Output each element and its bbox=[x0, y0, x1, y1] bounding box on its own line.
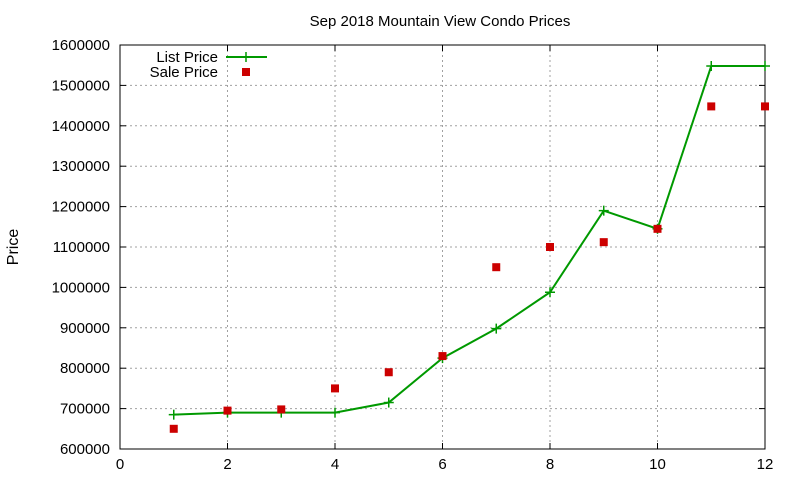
x-tick-label: 2 bbox=[223, 456, 231, 473]
y-tick-label: 1300000 bbox=[52, 158, 110, 175]
data-point bbox=[384, 368, 393, 377]
data-point bbox=[223, 406, 232, 415]
data-point bbox=[545, 287, 555, 298]
x-tick-label: 4 bbox=[331, 456, 339, 473]
y-tick-label: 800000 bbox=[60, 360, 110, 377]
y-tick-label: 1100000 bbox=[53, 239, 110, 256]
data-point bbox=[653, 224, 662, 233]
legend-label: List Price bbox=[156, 49, 218, 66]
data-point bbox=[599, 238, 608, 247]
x-tick-label: 0 bbox=[116, 456, 124, 473]
x-tick-label: 8 bbox=[546, 456, 554, 473]
x-tick-label: 12 bbox=[757, 456, 774, 473]
series-line bbox=[173, 65, 765, 416]
data-point bbox=[761, 102, 769, 111]
data-point bbox=[277, 405, 286, 414]
data-point bbox=[491, 323, 502, 334]
y-tick-label: 1600000 bbox=[52, 37, 110, 54]
y-tick-label: 900000 bbox=[60, 320, 110, 337]
y-tick-label: 1000000 bbox=[52, 279, 110, 296]
axis-ticks bbox=[119, 44, 766, 450]
data-point bbox=[383, 397, 394, 408]
data-point bbox=[330, 407, 340, 418]
y-axis-label: Price bbox=[5, 229, 22, 266]
grid bbox=[120, 45, 765, 449]
series-2 bbox=[169, 102, 769, 433]
legend-label: Sale Price bbox=[150, 64, 218, 81]
legend-marker bbox=[242, 68, 250, 76]
data-point bbox=[169, 424, 178, 433]
data-point bbox=[760, 61, 770, 72]
data-point bbox=[546, 243, 554, 251]
series-group bbox=[168, 61, 770, 433]
x-tick-label: 6 bbox=[438, 456, 446, 473]
data-point bbox=[492, 263, 501, 272]
data-point bbox=[331, 384, 339, 393]
series-1 bbox=[168, 61, 770, 420]
y-tick-label: 700000 bbox=[60, 401, 110, 418]
y-tick-label: 1500000 bbox=[52, 77, 110, 94]
y-tick-label: 1400000 bbox=[52, 118, 110, 135]
data-point bbox=[707, 102, 716, 111]
legend-marker bbox=[241, 52, 251, 62]
tick-labels: 0 2 4 6 8 10 12 600000 700000 800000 900000 1000000… bbox=[52, 37, 774, 473]
data-point bbox=[706, 61, 717, 72]
data-point bbox=[438, 352, 447, 361]
chart-title: Sep 2018 Mountain View Condo Prices bbox=[310, 13, 571, 30]
x-tick-label: 10 bbox=[649, 456, 666, 473]
y-tick-label: 600000 bbox=[60, 441, 110, 458]
data-point bbox=[598, 205, 609, 216]
data-point bbox=[168, 409, 179, 420]
y-tick-label: 1200000 bbox=[52, 199, 110, 216]
